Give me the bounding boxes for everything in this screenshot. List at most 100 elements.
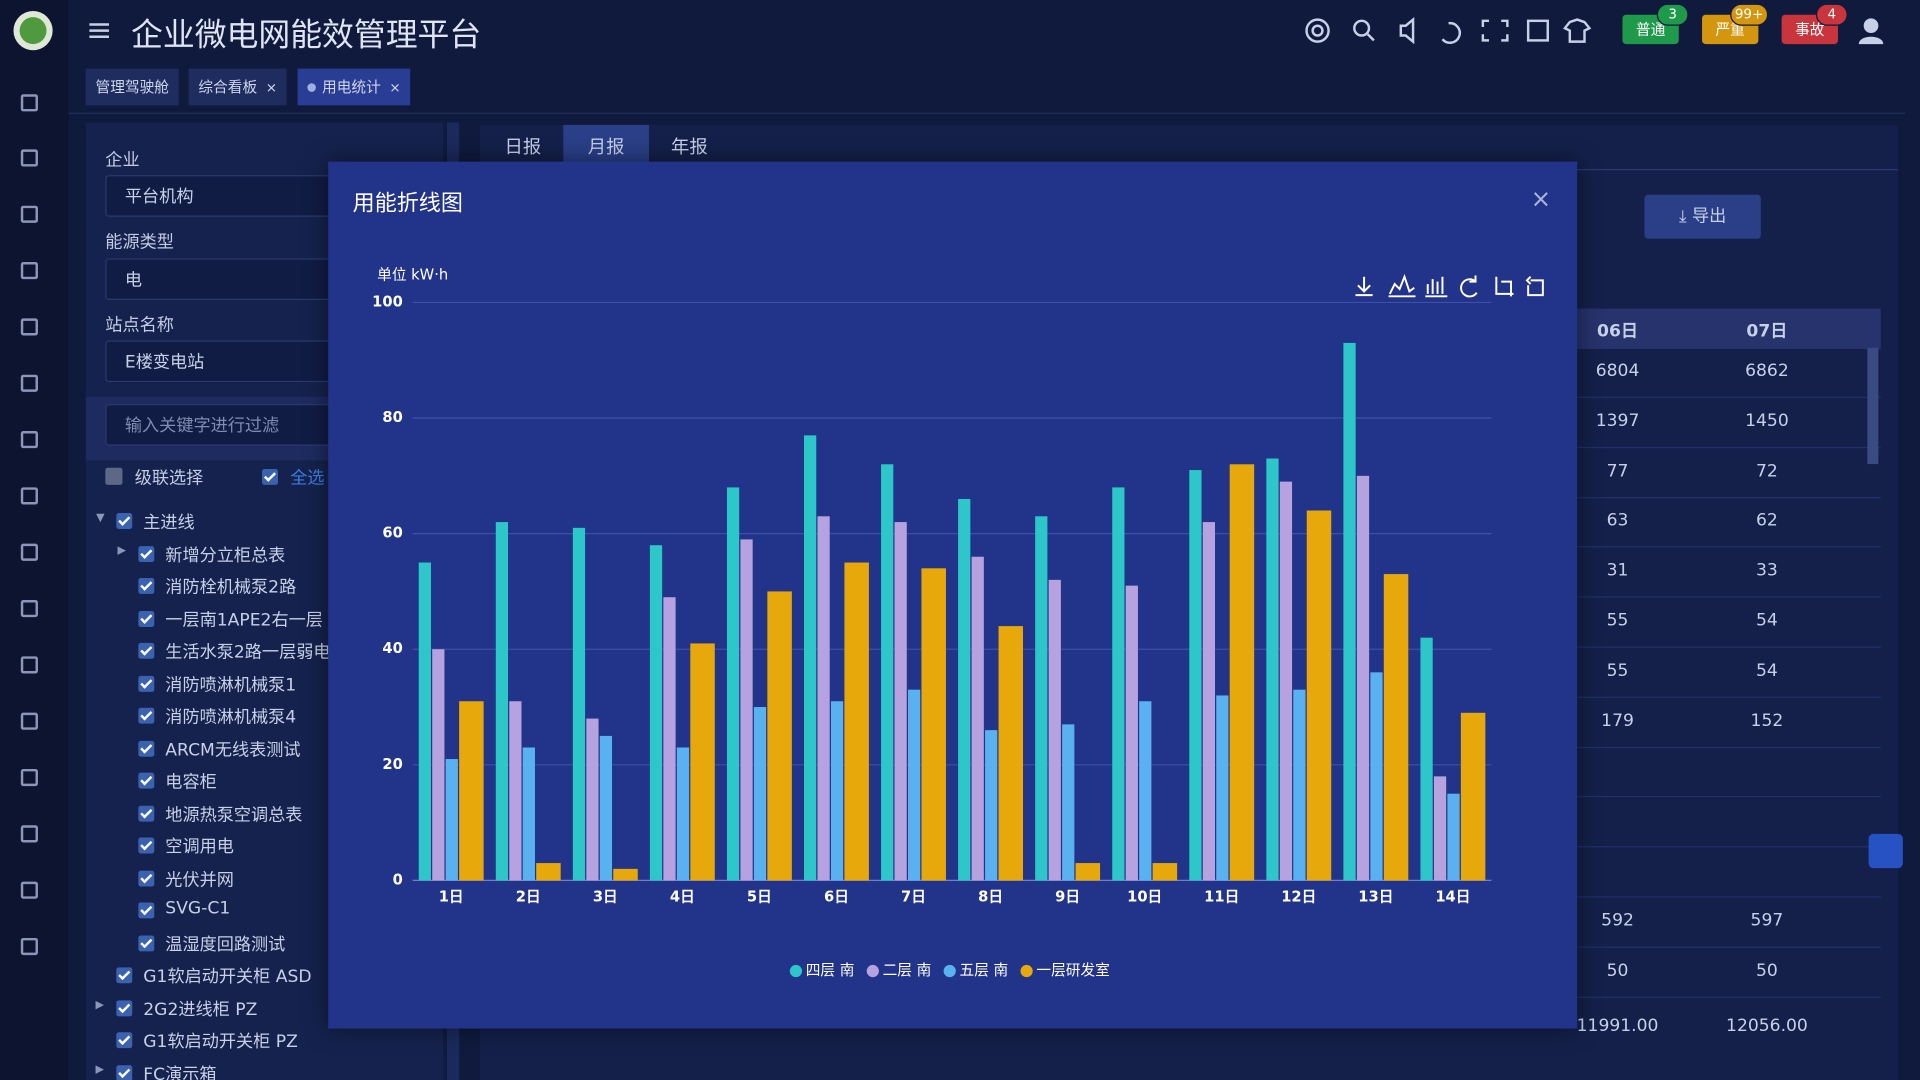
report-tab[interactable]: 日报 (504, 135, 542, 158)
bar (572, 527, 586, 881)
bar-icon[interactable] (1425, 276, 1448, 298)
table-cell: 50 (1606, 960, 1629, 981)
save-icon[interactable] (1355, 276, 1373, 297)
alert-button[interactable]: 事故 4 (1781, 3, 1848, 45)
tree-label[interactable]: 生活水泵2路一层弱电 (165, 642, 331, 663)
alert-button[interactable]: 普通 3 (1622, 3, 1689, 45)
checkbox[interactable] (138, 805, 155, 822)
nav-icon[interactable] (20, 881, 38, 899)
tree-label[interactable]: 消防栓机械泵2路 (165, 577, 297, 598)
tree-label[interactable]: FC演示箱 (143, 1064, 217, 1080)
bar (1075, 863, 1101, 881)
nav-icon[interactable] (20, 318, 38, 336)
checkbox[interactable] (138, 870, 155, 886)
restore-icon[interactable] (1460, 275, 1478, 298)
export-button[interactable]: ⤓ 导出 (1644, 194, 1761, 239)
tree-label[interactable]: ARCM无线表测试 (165, 740, 301, 760)
modal-close[interactable]: × (1530, 183, 1552, 214)
bar (1306, 510, 1332, 881)
nav-icon[interactable] (20, 487, 38, 505)
page-tab[interactable]: 综合看板 × (188, 68, 287, 106)
menu-toggle[interactable] (87, 21, 111, 41)
tab-label: 综合看板 (198, 78, 258, 96)
tree-label[interactable]: 地源热泵空调总表 (165, 805, 303, 825)
page-tab[interactable]: 管理驾驶舱 (85, 68, 179, 106)
nav-icon[interactable] (20, 262, 38, 280)
checkbox[interactable] (105, 467, 123, 485)
tree-label[interactable]: 一层南1APE2右一层 (165, 610, 323, 630)
page-tab[interactable]: 用电统计 × (297, 68, 411, 106)
line-icon[interactable] (1388, 273, 1416, 298)
report-tab[interactable]: 年报 (671, 135, 708, 158)
tree-label[interactable]: G1软启动开关柜 ASD (143, 967, 312, 987)
checkbox[interactable] (138, 902, 155, 919)
alert-badge: 99+ (1729, 3, 1769, 26)
zoom-icon[interactable] (1495, 276, 1514, 297)
toolbar-icons (1305, 16, 1592, 45)
bar (1035, 516, 1048, 881)
tree-label[interactable]: 空调用电 (165, 837, 234, 858)
checkbox[interactable] (138, 740, 155, 757)
checkbox[interactable] (116, 1032, 133, 1049)
bar (1420, 637, 1433, 881)
tab-close[interactable]: × (265, 79, 278, 96)
nav-icon[interactable] (20, 543, 38, 561)
x-tick-label: 14日 (1435, 889, 1470, 906)
report-tab[interactable]: 月报 (563, 124, 649, 169)
nav-icon[interactable] (20, 712, 38, 730)
chart: 单位 kW·h 0 20 40 60 80 100 1日 2日 3日 4日 5日 6日 7日 8日 9日 10… (372, 267, 1544, 979)
nav-icon[interactable] (20, 768, 38, 787)
user-icon[interactable] (1856, 16, 1885, 45)
bar (1343, 342, 1356, 881)
tree-label[interactable]: 消防喷淋机械泵1 (165, 675, 297, 695)
tree-label[interactable]: 主进线 (143, 513, 195, 533)
tree-label[interactable]: 温湿度回路测试 (165, 934, 286, 955)
nav-icon[interactable] (20, 431, 38, 449)
nav-icon[interactable] (20, 656, 38, 674)
nav-icon[interactable] (20, 600, 38, 618)
alert-button[interactable]: 严重 99+ (1702, 3, 1769, 45)
y-tick-label: 100 (372, 293, 403, 310)
nav-icon[interactable] (20, 205, 38, 223)
logo (13, 11, 53, 51)
checkbox[interactable] (116, 999, 133, 1016)
checkbox[interactable] (116, 1064, 133, 1080)
tree-label[interactable]: 新增分立柜总表 (165, 545, 286, 566)
tree-label[interactable]: G1软启动开关柜 PZ (143, 1032, 298, 1052)
tab-close[interactable]: × (389, 79, 401, 96)
checkbox[interactable] (138, 707, 155, 724)
checkbox[interactable] (138, 545, 155, 562)
nav-icon[interactable] (20, 374, 38, 392)
checkbox[interactable] (138, 675, 155, 692)
tree-caret: ▶ (95, 998, 104, 1011)
checkbox[interactable] (138, 642, 155, 659)
checkbox[interactable] (138, 772, 155, 789)
checkbox[interactable] (262, 468, 278, 485)
field-label: 能源类型 (105, 232, 174, 253)
table-cell: 54 (1756, 611, 1778, 631)
checkbox[interactable] (138, 837, 155, 854)
bar (1062, 724, 1075, 881)
y-tick-label: 0 (393, 871, 403, 888)
settings-button[interactable] (1868, 833, 1903, 869)
tree-label[interactable]: SVG-C1 (165, 898, 231, 919)
back-icon[interactable] (1525, 276, 1544, 297)
checkbox[interactable] (116, 967, 133, 984)
checkbox[interactable] (138, 934, 155, 951)
bar (844, 562, 869, 881)
legend-marker (1020, 964, 1033, 978)
checkbox[interactable] (138, 610, 155, 627)
nav-icon[interactable] (20, 94, 38, 112)
nav-icon[interactable] (20, 149, 38, 167)
tree-label[interactable]: 消防喷淋机械泵4 (165, 707, 297, 728)
checkbox[interactable] (116, 513, 133, 529)
alert-label: 事故 (1795, 20, 1825, 38)
y-tick-label: 20 (382, 756, 402, 773)
tree-label[interactable]: 2G2进线柜 PZ (143, 999, 258, 1020)
nav-icon[interactable] (20, 825, 38, 843)
tree-label[interactable]: 光伏并网 (165, 870, 234, 890)
legend-label: 二层 南 (883, 962, 932, 979)
checkbox[interactable] (138, 577, 155, 594)
tree-label[interactable]: 电容柜 (165, 772, 217, 793)
nav-icon[interactable] (20, 937, 38, 956)
